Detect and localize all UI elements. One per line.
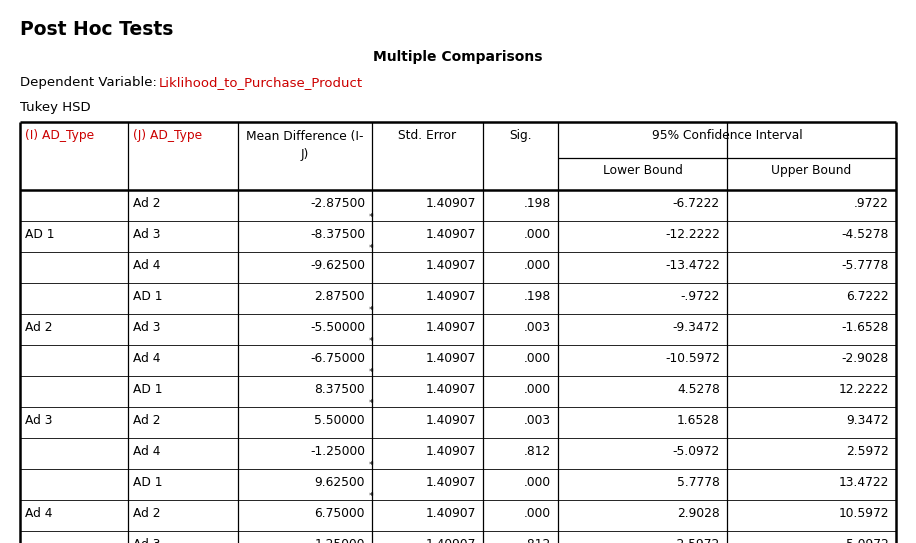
Text: 1.40907: 1.40907 [426,290,476,303]
Text: -1.25000: -1.25000 [310,445,365,458]
Text: Upper Bound: Upper Bound [771,164,852,177]
Text: -6.7222: -6.7222 [673,197,720,210]
Text: Ad 4: Ad 4 [133,352,160,365]
Text: Sig.: Sig. [509,129,532,142]
Text: -2.5972: -2.5972 [672,538,720,543]
Text: .000: .000 [524,228,551,241]
Text: 9.62500: 9.62500 [314,476,365,489]
Text: -10.5972: -10.5972 [665,352,720,365]
Text: 1.40907: 1.40907 [426,352,476,365]
Text: 1.40907: 1.40907 [426,414,476,427]
Text: 5.0972: 5.0972 [846,538,889,543]
Text: -5.0972: -5.0972 [672,445,720,458]
Text: Ad 3: Ad 3 [133,538,160,543]
Text: Ad 2: Ad 2 [133,507,160,520]
Text: Ad 4: Ad 4 [25,507,52,520]
Text: 95% Confidence Interval: 95% Confidence Interval [651,129,802,142]
Text: .000: .000 [524,507,551,520]
Text: (J) AD_Type: (J) AD_Type [133,129,202,142]
Text: 2.87500: 2.87500 [314,290,365,303]
Text: -2.9028: -2.9028 [842,352,889,365]
Text: .198: .198 [524,197,551,210]
Text: .198: .198 [524,290,551,303]
Text: Ad 3: Ad 3 [25,414,52,427]
Text: 12.2222: 12.2222 [839,383,889,396]
Text: *: * [369,213,374,223]
Text: -5.7778: -5.7778 [842,259,889,272]
Text: Tukey HSD: Tukey HSD [20,101,91,114]
Text: 4.5278: 4.5278 [677,383,720,396]
Text: AD 1: AD 1 [133,383,162,396]
Text: 5.50000: 5.50000 [314,414,365,427]
Text: 1.40907: 1.40907 [426,321,476,334]
Text: .000: .000 [524,476,551,489]
Text: *: * [369,306,374,315]
Text: .000: .000 [524,383,551,396]
Text: 1.40907: 1.40907 [426,228,476,241]
Text: -6.75000: -6.75000 [310,352,365,365]
Text: -.9722: -.9722 [681,290,720,303]
Text: 1.40907: 1.40907 [426,197,476,210]
Text: -1.6528: -1.6528 [842,321,889,334]
Text: *: * [369,337,374,346]
Text: Post Hoc Tests: Post Hoc Tests [20,20,173,39]
Text: AD 1: AD 1 [25,228,54,241]
Text: -5.50000: -5.50000 [310,321,365,334]
Text: 2.5972: 2.5972 [846,445,889,458]
Text: AD 1: AD 1 [133,290,162,303]
Text: .812: .812 [524,538,551,543]
Text: .812: .812 [524,445,551,458]
Text: AD 1: AD 1 [133,476,162,489]
Text: 2.9028: 2.9028 [677,507,720,520]
Text: 5.7778: 5.7778 [677,476,720,489]
Text: 6.7222: 6.7222 [846,290,889,303]
Text: 1.40907: 1.40907 [426,507,476,520]
Text: .003: .003 [524,414,551,427]
Text: -13.4722: -13.4722 [665,259,720,272]
Text: .000: .000 [524,352,551,365]
Text: *: * [369,244,374,254]
Text: .000: .000 [524,259,551,272]
Text: 10.5972: 10.5972 [838,507,889,520]
Text: -9.3472: -9.3472 [673,321,720,334]
Text: *: * [369,400,374,408]
Text: 1.6528: 1.6528 [677,414,720,427]
Text: -12.2222: -12.2222 [665,228,720,241]
Text: .9722: .9722 [854,197,889,210]
Text: *: * [369,493,374,501]
Text: Ad 2: Ad 2 [133,414,160,427]
Text: (I) AD_Type: (I) AD_Type [25,129,94,142]
Text: Dependent Variable:: Dependent Variable: [20,76,157,89]
Text: -4.5278: -4.5278 [842,228,889,241]
Text: 6.75000: 6.75000 [314,507,365,520]
Text: 1.40907: 1.40907 [426,476,476,489]
Text: 8.37500: 8.37500 [314,383,365,396]
Text: 1.40907: 1.40907 [426,445,476,458]
Text: Ad 4: Ad 4 [133,259,160,272]
Text: *: * [369,462,374,470]
Text: *: * [369,369,374,377]
Text: Ad 3: Ad 3 [133,228,160,241]
Text: Mean Difference (I-
J): Mean Difference (I- J) [246,130,364,161]
Text: -8.37500: -8.37500 [310,228,365,241]
Text: Liklihood_to_Purchase_Product: Liklihood_to_Purchase_Product [159,76,363,89]
Text: 13.4722: 13.4722 [839,476,889,489]
Text: Multiple Comparisons: Multiple Comparisons [373,50,543,64]
Text: Ad 2: Ad 2 [133,197,160,210]
Text: 1.40907: 1.40907 [426,383,476,396]
Text: 1.25000: 1.25000 [314,538,365,543]
Text: 1.40907: 1.40907 [426,538,476,543]
Text: Ad 3: Ad 3 [133,321,160,334]
Text: -2.87500: -2.87500 [310,197,365,210]
Text: 1.40907: 1.40907 [426,259,476,272]
Text: Lower Bound: Lower Bound [603,164,682,177]
Text: .003: .003 [524,321,551,334]
Text: 9.3472: 9.3472 [846,414,889,427]
Text: -9.62500: -9.62500 [310,259,365,272]
Text: Ad 4: Ad 4 [133,445,160,458]
Text: Ad 2: Ad 2 [25,321,52,334]
Text: Std. Error: Std. Error [398,129,456,142]
